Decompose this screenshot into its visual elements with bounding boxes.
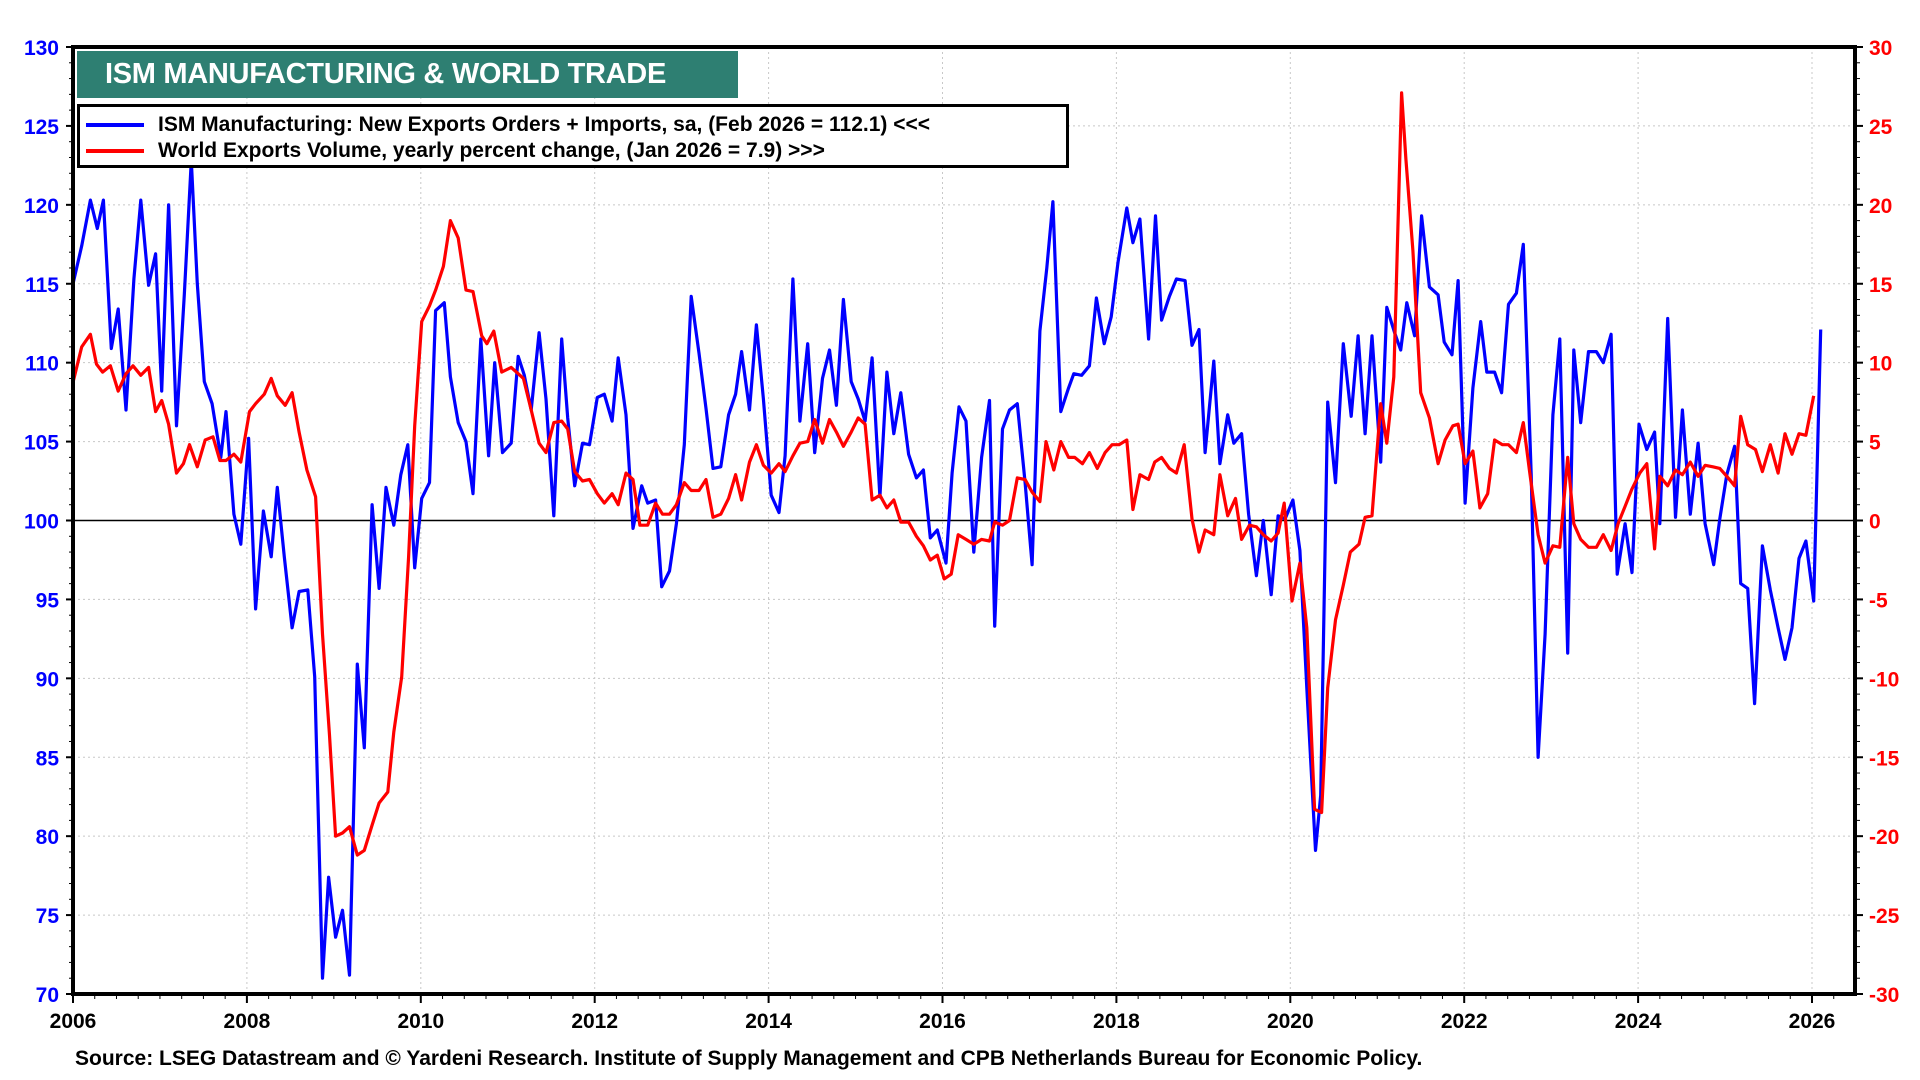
- y-right-tick-label: 25: [1869, 116, 1893, 139]
- chart-title: ISM MANUFACTURING & WORLD TRADE: [77, 51, 738, 98]
- axis-ticks: [66, 46, 1863, 1003]
- legend-entry-world-exports: World Exports Volume, yearly percent cha…: [86, 138, 825, 164]
- tick-labels: 707580859095100105110115120125130-30-25-…: [24, 37, 1900, 1033]
- legend-label-world-exports: World Exports Volume, yearly percent cha…: [158, 139, 825, 162]
- legend-swatch-red: [86, 149, 144, 153]
- y-left-tick-label: 105: [24, 432, 59, 455]
- y-right-tick-label: -25: [1869, 905, 1900, 928]
- x-tick-label: 2010: [397, 1010, 444, 1033]
- y-left-tick-label: 95: [36, 589, 60, 612]
- x-tick-label: 2014: [745, 1010, 792, 1033]
- y-right-tick-label: 5: [1869, 432, 1881, 455]
- legend-swatch-blue: [86, 123, 144, 127]
- x-tick-label: 2006: [50, 1010, 97, 1033]
- legend: ISM Manufacturing: New Exports Orders + …: [77, 104, 1069, 168]
- y-left-tick-label: 125: [24, 116, 59, 139]
- y-left-tick-label: 130: [24, 37, 59, 60]
- y-left-tick-label: 120: [24, 195, 59, 218]
- y-right-tick-label: 15: [1869, 274, 1893, 297]
- y-right-tick-label: -10: [1869, 668, 1899, 691]
- y-left-tick-label: 70: [36, 984, 59, 1007]
- x-tick-label: 2022: [1441, 1010, 1488, 1033]
- y-left-tick-label: 90: [36, 668, 59, 691]
- y-left-tick-label: 100: [24, 511, 59, 534]
- series-group: [71, 91, 1823, 980]
- x-tick-label: 2026: [1789, 1010, 1836, 1033]
- x-tick-label: 2008: [224, 1010, 271, 1033]
- y-right-tick-label: -30: [1869, 984, 1899, 1007]
- y-right-tick-label: 30: [1869, 37, 1892, 60]
- legend-label-ism: ISM Manufacturing: New Exports Orders + …: [158, 113, 931, 136]
- y-left-tick-label: 110: [25, 353, 59, 376]
- x-tick-label: 2020: [1267, 1010, 1314, 1033]
- y-right-tick-label: 0: [1869, 511, 1881, 534]
- x-tick-label: 2016: [919, 1010, 966, 1033]
- y-right-tick-label: -20: [1869, 826, 1899, 849]
- series-line-world-exports-volume: [71, 91, 1816, 857]
- y-right-tick-label: -5: [1869, 589, 1888, 612]
- series-line-ism-exports-imports: [71, 159, 1823, 980]
- y-left-tick-label: 75: [36, 905, 60, 928]
- source-note: Source: LSEG Datastream and © Yardeni Re…: [75, 1047, 1423, 1070]
- y-left-tick-label: 85: [36, 747, 60, 770]
- y-right-tick-label: -15: [1869, 747, 1900, 770]
- y-left-tick-label: 115: [25, 274, 59, 297]
- x-tick-label: 2012: [571, 1010, 618, 1033]
- x-tick-label: 2024: [1615, 1010, 1662, 1033]
- y-right-tick-label: 10: [1869, 353, 1892, 376]
- legend-entry-ism: ISM Manufacturing: New Exports Orders + …: [86, 112, 930, 138]
- y-left-tick-label: 80: [36, 826, 59, 849]
- y-right-tick-label: 20: [1869, 195, 1892, 218]
- x-tick-label: 2018: [1093, 1010, 1140, 1033]
